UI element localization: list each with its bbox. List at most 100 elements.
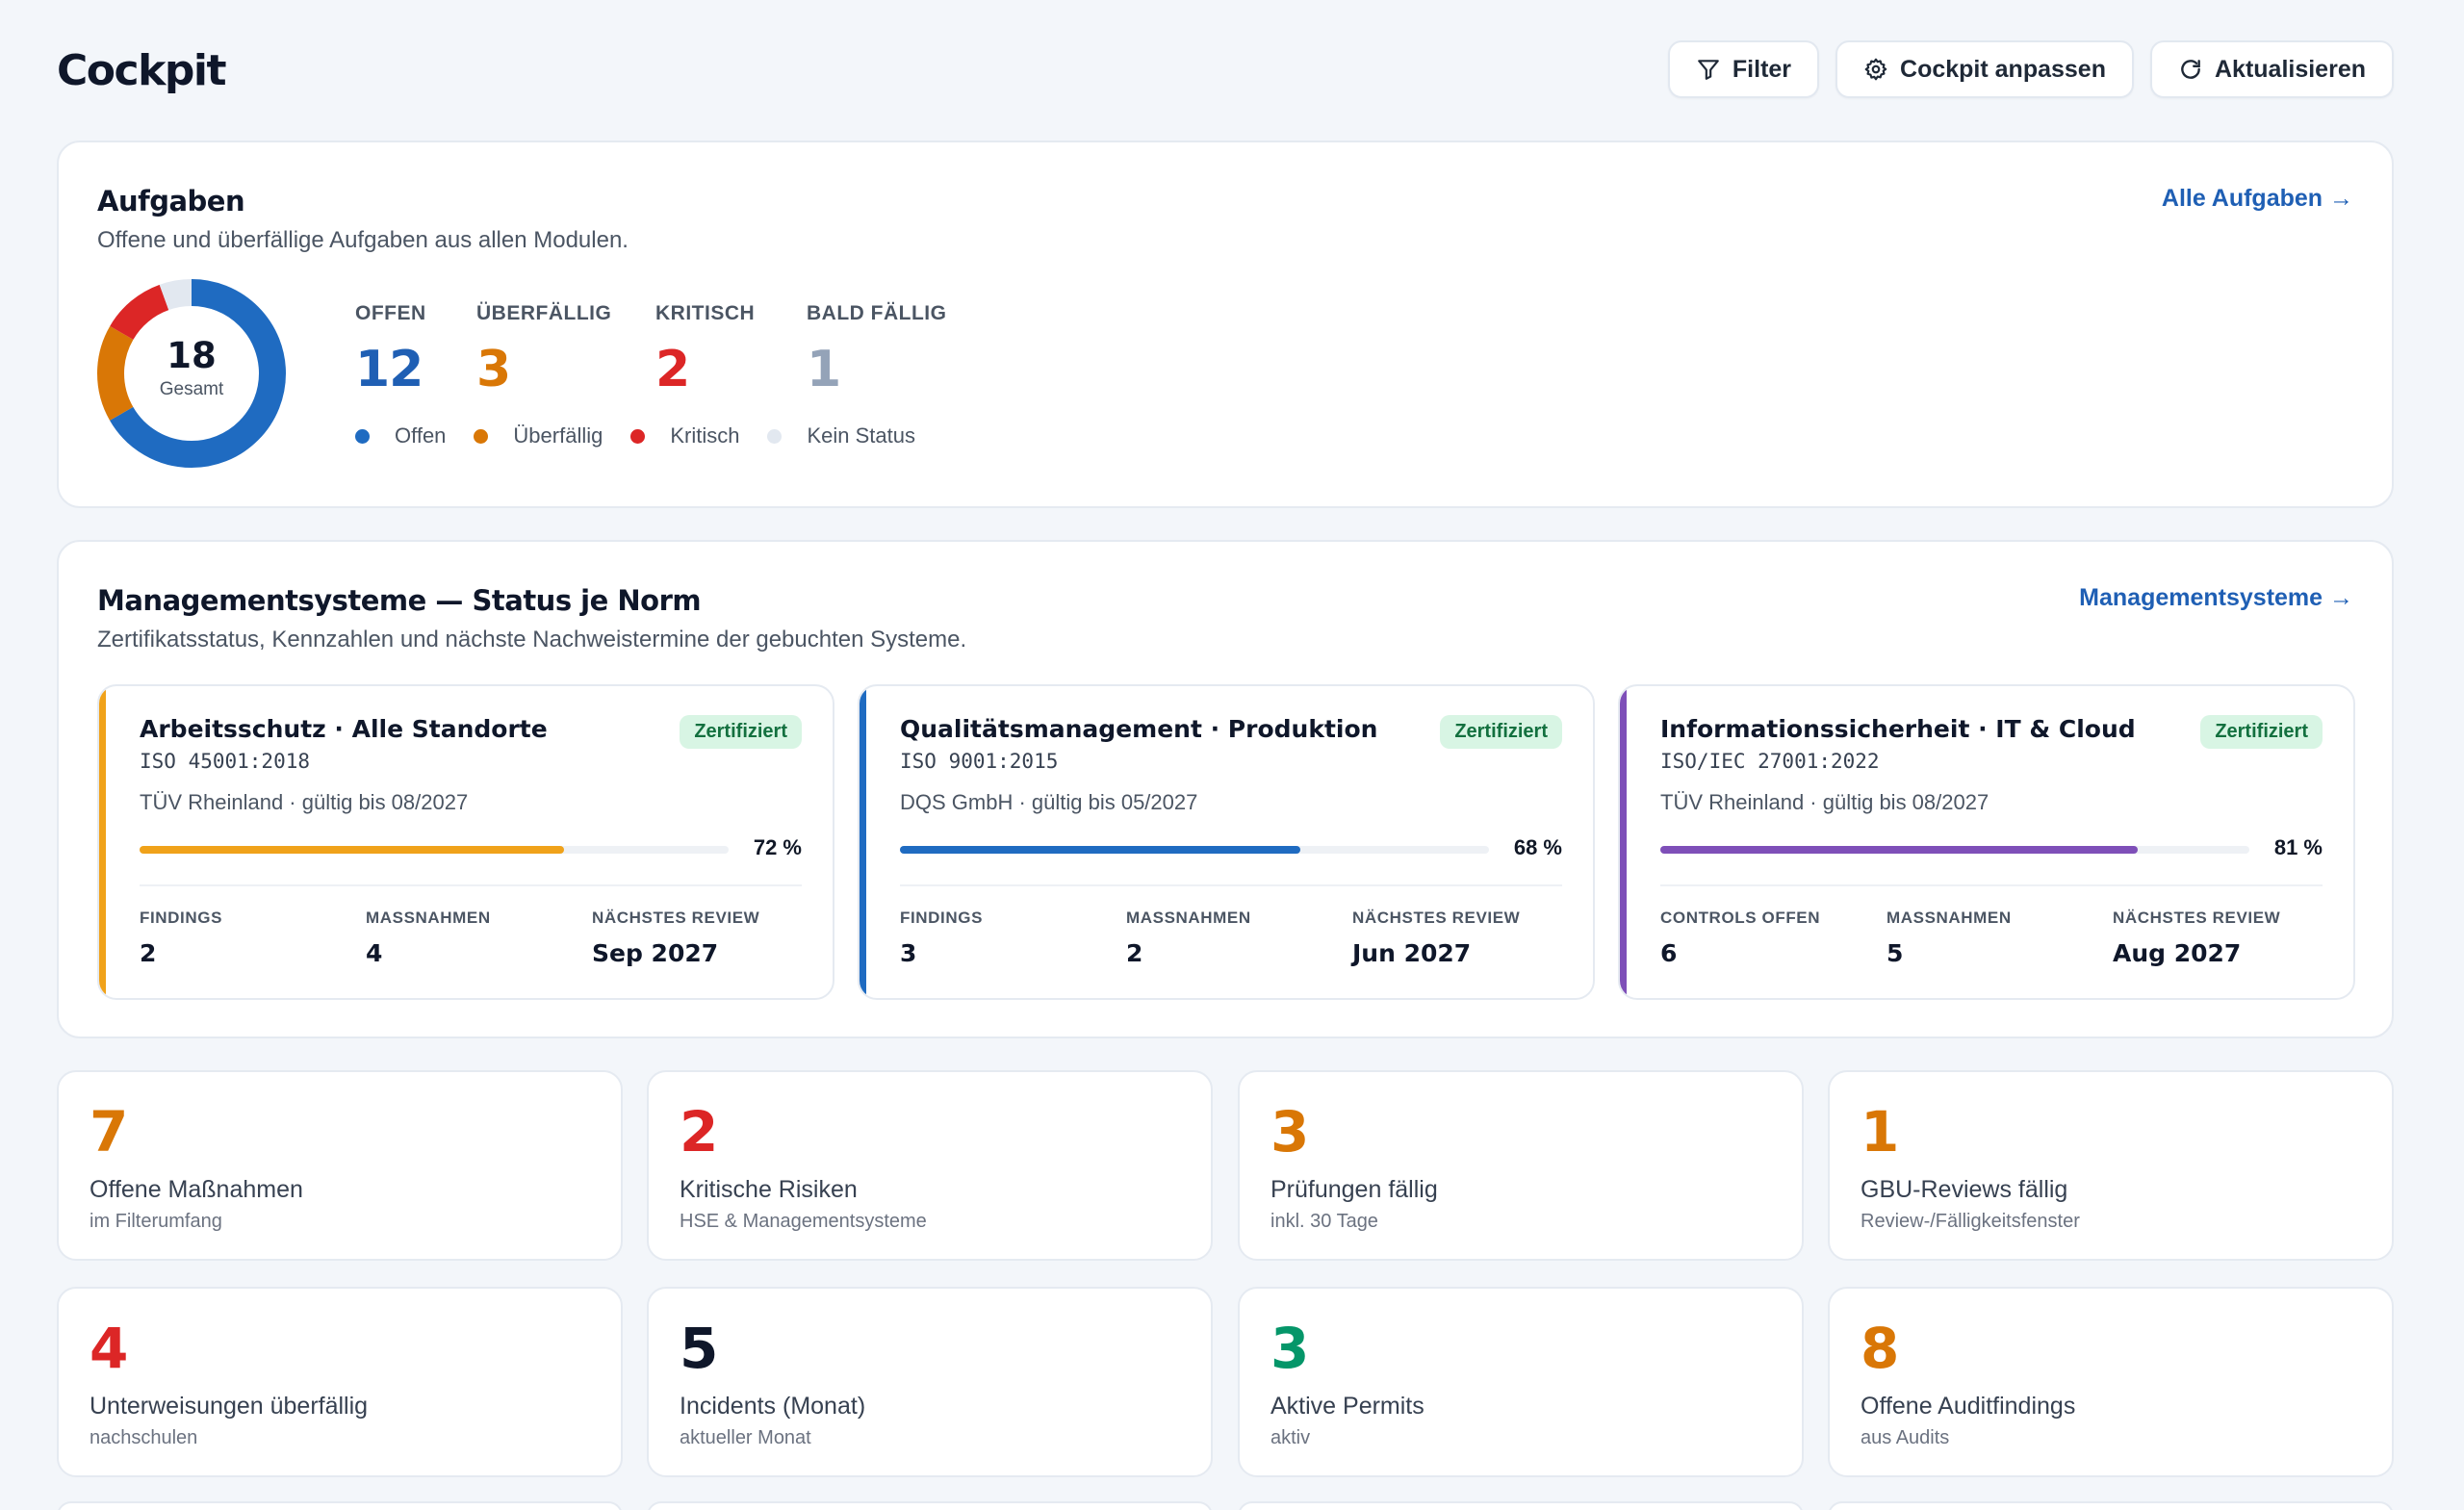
progress-track [1660, 846, 2249, 854]
progress-percent: 72 % [753, 835, 802, 859]
refresh-button-label: Aktualisieren [2214, 55, 2366, 83]
kpi-controls-open: CONTROLS OFFEN 6 [1660, 909, 1820, 967]
tile-open-measures[interactable]: 7 Offene Maßnahmen im Filterumfang [57, 1070, 623, 1261]
kpi-label: MASSNAHMEN [1126, 909, 1251, 927]
tile-value: 2 [680, 1099, 718, 1164]
tile-value: 7 [90, 1099, 128, 1164]
kpi-next-review: NÄCHSTES REVIEW Jun 2027 [1352, 909, 1520, 967]
system-name: Arbeitsschutz · Alle Standorte [140, 715, 548, 743]
kpi-value: 4 [366, 939, 383, 967]
status-badge: Zertifiziert [680, 715, 802, 749]
tile-inspections-due[interactable]: 3 Prüfungen fällig inkl. 30 Tage [1238, 1070, 1804, 1261]
tasks-donut-svg [97, 279, 286, 468]
tile-value: 1 [1861, 1099, 1899, 1164]
progress-percent: 68 % [1513, 835, 1562, 859]
kpi-next-review: NÄCHSTES REVIEW Aug 2027 [2113, 909, 2280, 967]
filter-button[interactable]: Filter [1667, 40, 1820, 98]
stat-value: 2 [655, 341, 690, 398]
tile-sublabel: im Filterumfang [90, 1211, 222, 1232]
toolbar: Filter Cockpit anpassen Aktualisieren [1667, 40, 2394, 98]
system-card-iso45001[interactable]: Arbeitsschutz · Alle Standorte Zertifizi… [97, 684, 834, 1000]
system-accent [860, 686, 866, 998]
tile-incidents-month[interactable]: 5 Incidents (Monat) aktueller Monat [647, 1287, 1213, 1477]
page-title: Cockpit [57, 46, 226, 95]
progress-fill [140, 846, 564, 854]
tile-partial[interactable] [57, 1501, 623, 1510]
refresh-button[interactable]: Aktualisieren [2149, 40, 2394, 98]
system-card-iso27001[interactable]: Informationssicherheit · IT & Cloud Zert… [1618, 684, 2355, 1000]
systems-title: Managementsysteme — Status je Norm [97, 584, 702, 617]
kpi-measures: MASSNAHMEN 4 [366, 909, 491, 967]
stat-label: BALD FÄLLIG [807, 302, 947, 324]
legend-label: Überfällig [513, 423, 603, 448]
kpi-label: CONTROLS OFFEN [1660, 909, 1821, 927]
tile-sublabel: nachschulen [90, 1427, 198, 1448]
kpi-value: Sep 2027 [592, 939, 719, 967]
tile-label: GBU-Reviews fällig [1861, 1176, 2068, 1203]
legend-dot [630, 428, 646, 444]
kpi-findings: FINDINGS 2 [140, 909, 222, 967]
kpi-value: 6 [1660, 939, 1678, 967]
systems-subtitle: Zertifikatsstatus, Kennzahlen und nächst… [97, 627, 967, 653]
tile-value: 5 [680, 1316, 718, 1381]
stat-value: 1 [807, 341, 841, 398]
system-card-iso9001[interactable]: Qualitätsmanagement · Produktion Zertifi… [858, 684, 1595, 1000]
tile-gbu-reviews-due[interactable]: 1 GBU-Reviews fällig Review-/Fälligkeits… [1828, 1070, 2394, 1261]
tile-label: Offene Maßnahmen [90, 1176, 303, 1203]
tile-sublabel: inkl. 30 Tage [1270, 1211, 1378, 1232]
legend-dot [474, 428, 489, 444]
tile-partial[interactable] [647, 1501, 1213, 1510]
legend-dot [355, 428, 370, 444]
kpi-value: 2 [1126, 939, 1143, 967]
refresh-icon [2181, 60, 2200, 79]
system-certifier: DQS GmbH · gültig bis 05/2027 [900, 790, 1198, 814]
tile-sublabel: aktueller Monat [680, 1427, 811, 1448]
tile-label: Offene Auditfindings [1861, 1393, 2076, 1420]
legend-label: Offen [395, 423, 447, 448]
legend-item: Kritisch [630, 423, 739, 448]
tile-open-audit-findings[interactable]: 8 Offene Auditfindings aus Audits [1828, 1287, 2394, 1477]
tile-label: Unterweisungen überfällig [90, 1393, 369, 1420]
kpi-label: FINDINGS [140, 909, 223, 927]
tile-sublabel: Review-/Fälligkeitsfenster [1861, 1211, 2080, 1232]
management-systems-card: Managementsysteme — Status je Norm Zerti… [57, 540, 2394, 1038]
tile-sublabel: HSE & Managementsysteme [680, 1211, 927, 1232]
tile-partial[interactable] [1238, 1501, 1804, 1510]
kpi-value: 3 [900, 939, 917, 967]
system-certifier: TÜV Rheinland · gültig bis 08/2027 [1660, 790, 1989, 814]
management-systems-link[interactable]: Managementsysteme → [2079, 584, 2353, 611]
kpi-label: NÄCHSTES REVIEW [592, 909, 760, 927]
system-norm: ISO 45001:2018 [140, 750, 311, 773]
tile-critical-risks[interactable]: 2 Kritische Risiken HSE & Managementsyst… [647, 1070, 1213, 1261]
donut-segment-1 [97, 279, 286, 468]
all-tasks-link[interactable]: Alle Aufgaben → [2161, 185, 2353, 212]
tile-sublabel: aus Audits [1861, 1427, 1950, 1448]
progress-fill [1660, 846, 2138, 854]
kpi-label: MASSNAHMEN [366, 909, 491, 927]
customize-cockpit-button[interactable]: Cockpit anpassen [1835, 40, 2134, 98]
system-accent [1620, 686, 1627, 998]
stat-critical: KRITISCH 2 [655, 302, 755, 398]
tile-label: Prüfungen fällig [1270, 1176, 1438, 1203]
tile-active-permits[interactable]: 3 Aktive Permits aktiv [1238, 1287, 1804, 1477]
kpi-measures: MASSNAHMEN 2 [1126, 909, 1251, 967]
status-badge: Zertifiziert [1440, 715, 1562, 749]
tasks-subtitle: Offene und überfällige Aufgaben aus alle… [97, 227, 629, 253]
kpi-label: NÄCHSTES REVIEW [2113, 909, 2281, 927]
tasks-legend: Offen Überfällig Kritisch Kein Status [355, 423, 943, 448]
stat-label: KRITISCH [655, 302, 756, 324]
tile-label: Kritische Risiken [680, 1176, 858, 1203]
kpi-measures: MASSNAHMEN 5 [1886, 909, 2012, 967]
legend-label: Kritisch [670, 423, 740, 448]
tasks-total: 18 [167, 335, 217, 376]
stat-due-soon: BALD FÄLLIG 1 [807, 302, 946, 398]
tasks-total-label: Gesamt [159, 379, 224, 399]
stat-label: ÜBERFÄLLIG [476, 302, 612, 324]
system-name: Qualitätsmanagement · Produktion [900, 715, 1378, 743]
progress-track [140, 846, 729, 854]
customize-cockpit-label: Cockpit anpassen [1900, 55, 2106, 83]
kpi-value: 2 [140, 939, 157, 967]
tile-trainings-overdue[interactable]: 4 Unterweisungen überfällig nachschulen [57, 1287, 623, 1477]
kpi-value: Aug 2027 [2113, 939, 2242, 967]
tile-partial[interactable] [1828, 1501, 2394, 1510]
